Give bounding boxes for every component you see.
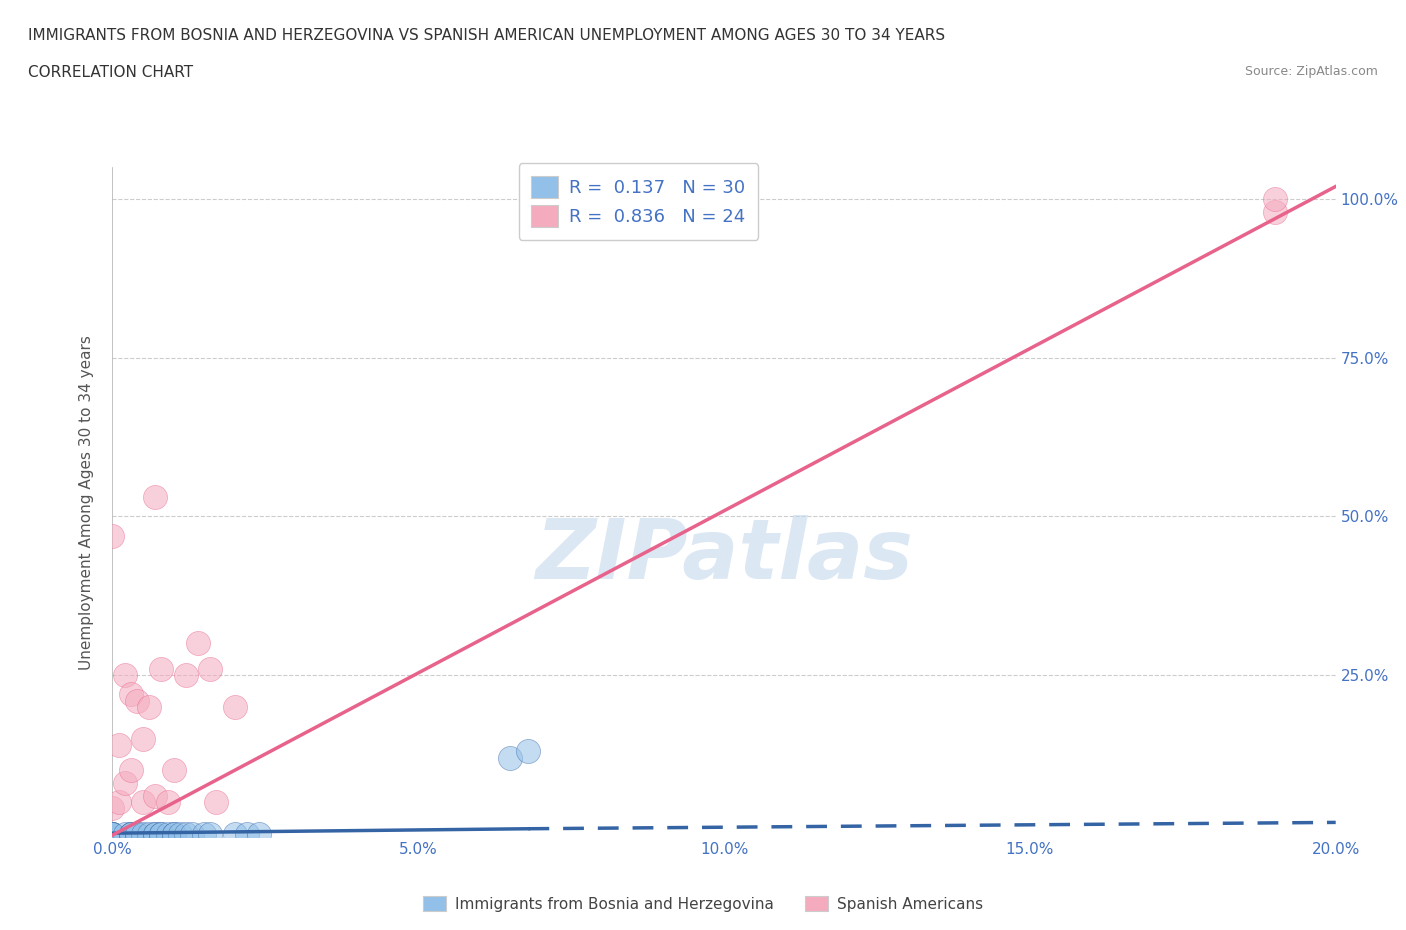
Point — [150, 827, 173, 842]
Point — [101, 827, 124, 842]
Point — [1264, 192, 1286, 206]
Point — [101, 827, 124, 842]
Point — [181, 827, 204, 842]
Legend: Immigrants from Bosnia and Herzegovina, Spanish Americans: Immigrants from Bosnia and Herzegovina, … — [418, 889, 988, 918]
Point — [200, 827, 222, 842]
Point — [125, 827, 148, 842]
Point — [101, 827, 124, 842]
Y-axis label: Unemployment Among Ages 30 to 34 years: Unemployment Among Ages 30 to 34 years — [79, 335, 94, 670]
Point — [101, 827, 124, 842]
Point — [138, 827, 160, 842]
Point — [120, 827, 142, 842]
Point — [107, 794, 129, 809]
Point — [156, 794, 179, 809]
Point — [132, 794, 155, 809]
Legend: R =  0.137   N = 30, R =  0.836   N = 24: R = 0.137 N = 30, R = 0.836 N = 24 — [519, 163, 758, 240]
Point — [107, 737, 129, 752]
Point — [200, 661, 222, 676]
Point — [138, 699, 160, 714]
Point — [156, 827, 179, 842]
Point — [163, 763, 186, 777]
Point — [101, 801, 124, 816]
Point — [193, 827, 215, 842]
Point — [224, 827, 246, 842]
Text: IMMIGRANTS FROM BOSNIA AND HERZEGOVINA VS SPANISH AMERICAN UNEMPLOYMENT AMONG AG: IMMIGRANTS FROM BOSNIA AND HERZEGOVINA V… — [28, 28, 945, 43]
Point — [150, 661, 173, 676]
Point — [236, 827, 259, 842]
Point — [120, 827, 142, 842]
Point — [499, 751, 522, 765]
Point — [247, 827, 270, 842]
Point — [125, 827, 148, 842]
Point — [163, 827, 186, 842]
Point — [114, 827, 136, 842]
Point — [143, 490, 166, 505]
Point — [132, 827, 155, 842]
Text: CORRELATION CHART: CORRELATION CHART — [28, 65, 193, 80]
Text: ZIPatlas: ZIPatlas — [536, 515, 912, 596]
Point — [125, 693, 148, 708]
Point — [101, 528, 124, 543]
Point — [517, 744, 540, 759]
Point — [169, 827, 191, 842]
Point — [174, 668, 197, 683]
Point — [143, 827, 166, 842]
Point — [114, 776, 136, 790]
Text: Source: ZipAtlas.com: Source: ZipAtlas.com — [1244, 65, 1378, 78]
Point — [101, 827, 124, 842]
Point — [143, 789, 166, 804]
Point — [205, 794, 228, 809]
Point — [187, 636, 209, 651]
Point — [114, 668, 136, 683]
Point — [120, 827, 142, 842]
Point — [132, 731, 155, 746]
Point — [224, 699, 246, 714]
Point — [143, 827, 166, 842]
Point — [1264, 205, 1286, 219]
Point — [150, 827, 173, 842]
Point — [174, 827, 197, 842]
Point — [163, 827, 186, 842]
Point — [120, 686, 142, 701]
Point — [120, 763, 142, 777]
